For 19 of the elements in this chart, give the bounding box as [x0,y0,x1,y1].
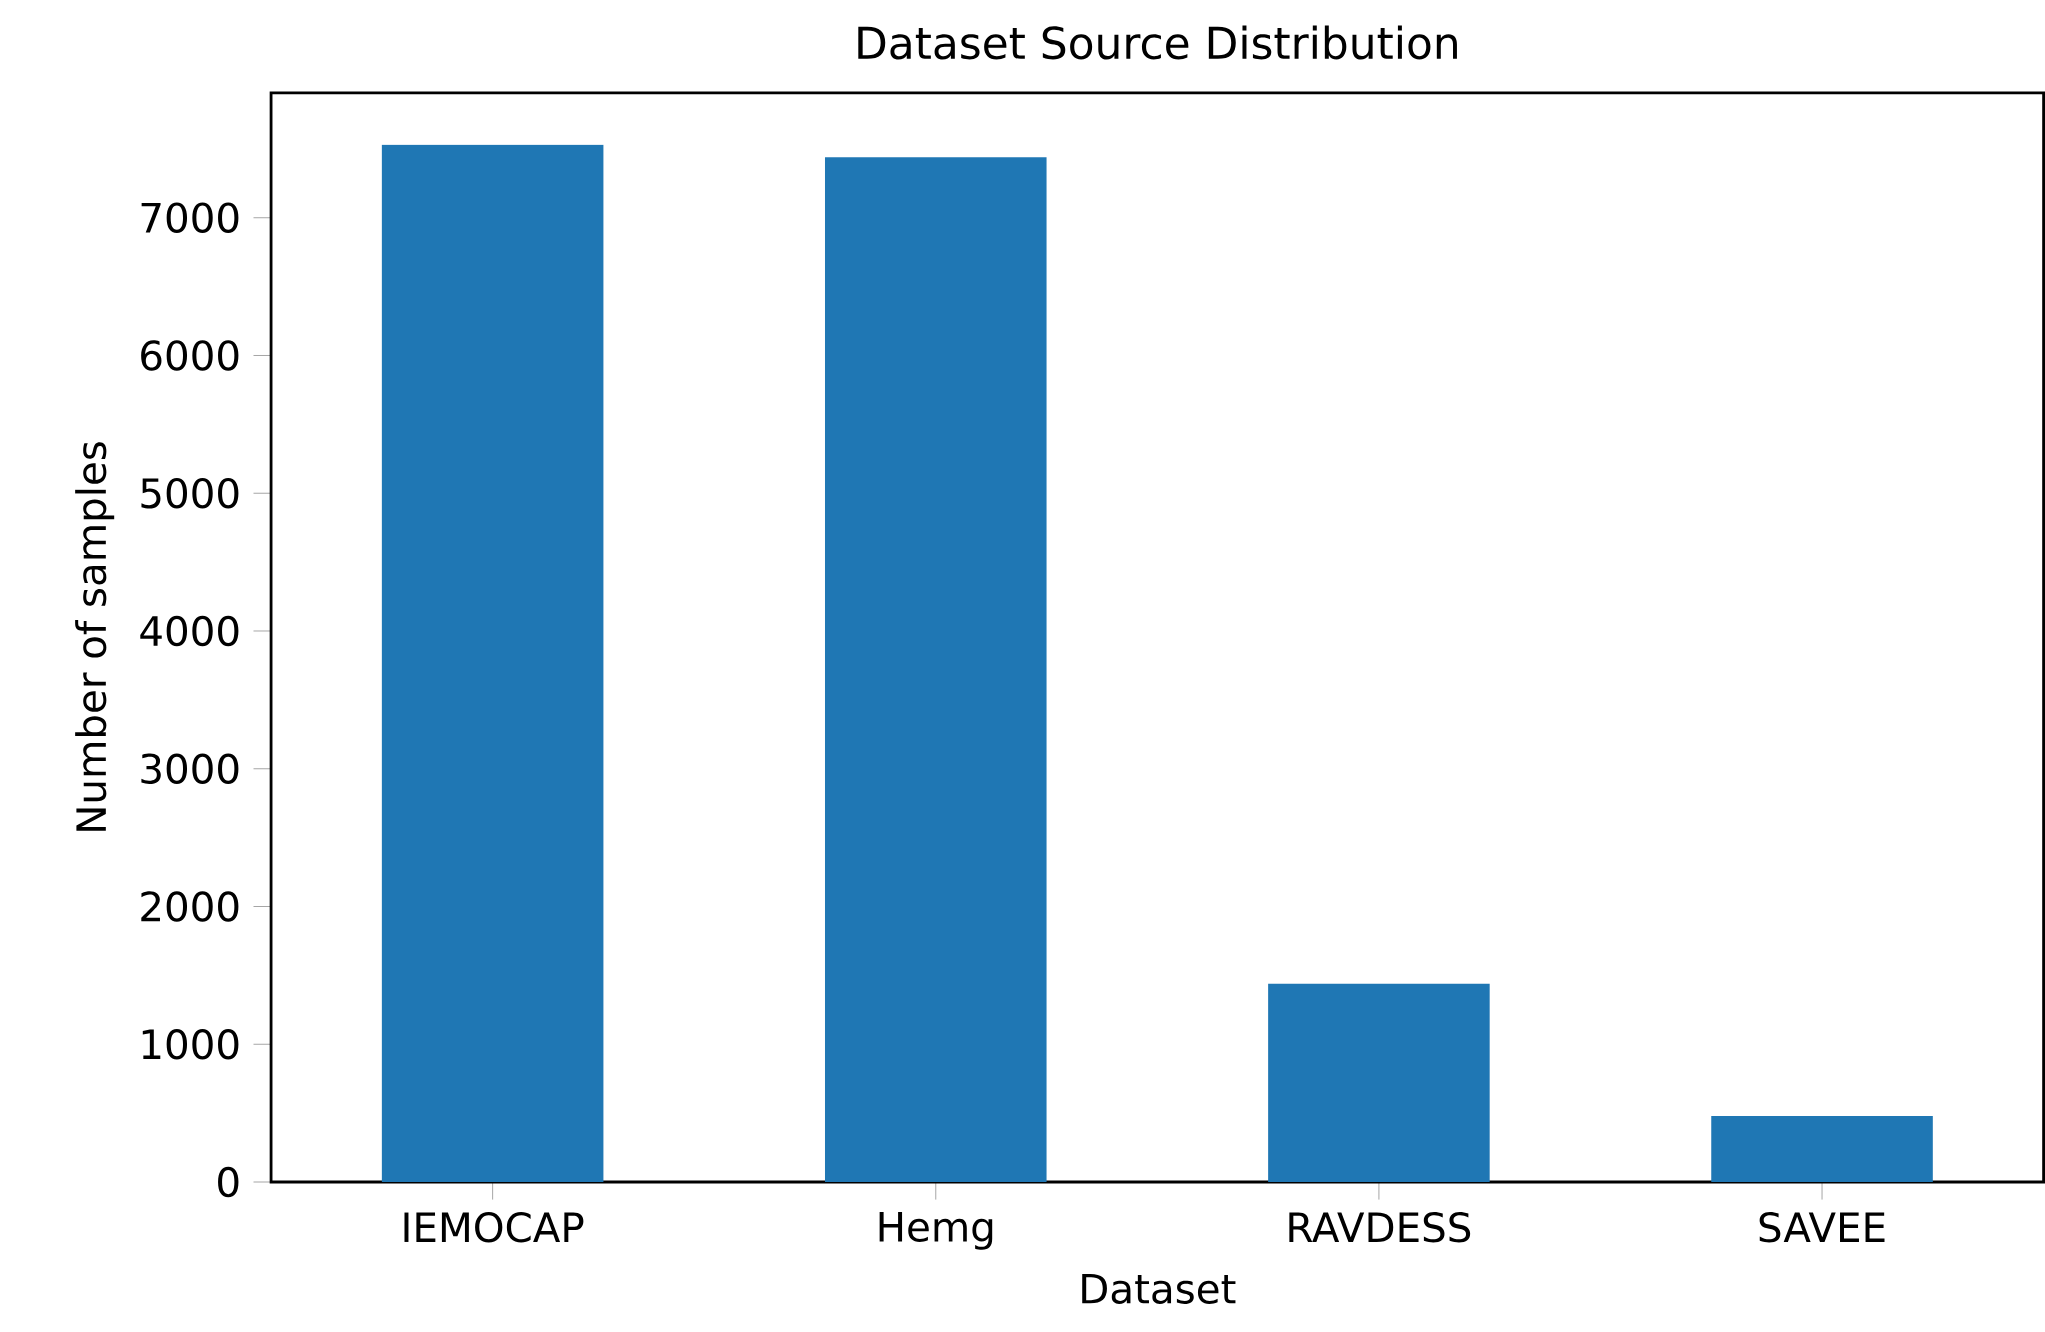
y-tick-label: 2000 [141,891,239,922]
y-tick-label: 6000 [141,340,239,371]
x-axis-title: Dataset [1082,1274,1236,1304]
y-tick-label: 4000 [140,615,239,647]
x-tick-label: Hemg [879,1212,993,1250]
bar [381,144,604,1183]
y-tick-label: 3000 [141,753,239,785]
bar [1268,983,1490,1183]
x-tick-label: RAVDESS [1289,1212,1471,1243]
chart-title: Dataset Source Distribution [858,25,1457,60]
x-tick-label: SAVEE [1759,1212,1885,1243]
bar [1711,1115,1933,1183]
y-tick-label: 1000 [142,1029,239,1060]
y-tick-label: 5000 [141,478,239,509]
y-axis-title: Number of samples [75,442,115,831]
bar [824,157,1047,1183]
y-tick-label: 0 [218,1166,239,1198]
x-tick-label: IEMOCAP [404,1212,584,1243]
y-tick-label: 7000 [141,202,239,234]
